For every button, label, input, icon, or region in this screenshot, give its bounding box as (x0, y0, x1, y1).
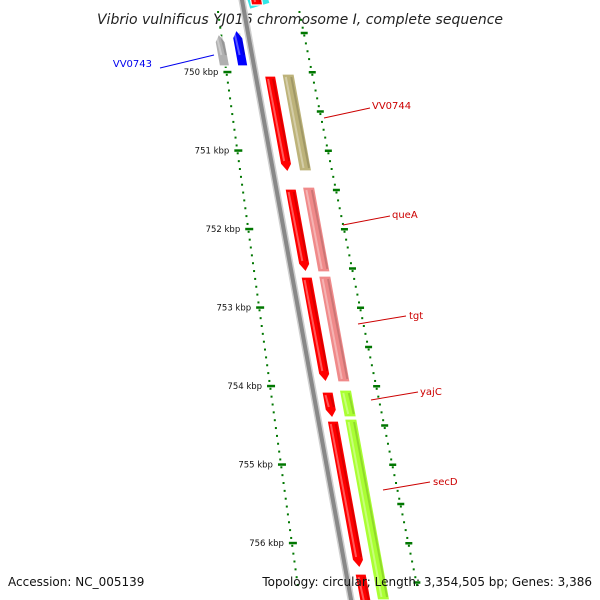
tick-label: 750 kbp (184, 68, 219, 78)
feature-secd-cds (326, 420, 365, 570)
feature-vv0744-cds (263, 75, 293, 174)
tick-label: 751 kbp (195, 147, 230, 157)
backbone (238, 0, 355, 600)
gene-name: VV0744 (372, 101, 411, 112)
tick-752-kbp: 752 kbp (206, 225, 254, 235)
gene-name: secD (433, 477, 458, 488)
gene-name: queA (392, 210, 418, 221)
feature-vv0743-cds (214, 32, 231, 67)
tick-750-kbp: 750 kbp (184, 68, 232, 78)
feature-tgt-cog (317, 275, 351, 383)
gene-label-secd: secD (382, 477, 458, 491)
feature-vv0744-cog (281, 73, 313, 172)
gene-label-tgt: tgt (357, 311, 423, 325)
gene-label-vv0744: VV0744 (323, 101, 411, 119)
gene-labels: VV0743 VV0744 queA tgt yajC secD (113, 54, 458, 491)
feature-yajc-cog (338, 389, 358, 418)
tick-label: 756 kbp (249, 539, 284, 549)
feature-partial-cds (354, 573, 372, 600)
feature-partial-cds (249, 0, 264, 6)
summary-text: Topology: circular; Length: 3,354,505 bp… (261, 575, 592, 589)
feature-quea-cog (301, 186, 331, 273)
map-title: Vibrio vulnificus YJ016 chromosome I, co… (97, 12, 503, 28)
tick-label: 752 kbp (206, 225, 241, 235)
feature-secd-cog (343, 418, 391, 600)
gene-name: yajC (420, 387, 442, 398)
tick-751-kbp: 751 kbp (195, 147, 243, 157)
feature-quea-cds (284, 188, 311, 274)
feature-vv0743-cds (231, 28, 249, 67)
feature-yajc-cds (321, 391, 338, 420)
tick-label: 755 kbp (238, 461, 273, 471)
feature-tgt-cds (300, 276, 331, 384)
gene-label-vv0743: VV0743 (113, 54, 215, 70)
gene-label-yajc: yajC (370, 387, 442, 401)
tick-753-kbp: 753 kbp (217, 304, 265, 314)
gene-label-quea: queA (342, 210, 418, 226)
gene-features (214, 0, 391, 600)
tick-754-kbp: 754 kbp (227, 382, 276, 392)
accession-text: Accession: NC_005139 (8, 575, 144, 589)
tick-label: 754 kbp (227, 382, 262, 392)
coordinate-ticks: 750 kbp 751 kbp 752 kbp 753 kbp 754 kbp 755 k… (184, 11, 421, 587)
gene-name: tgt (409, 311, 423, 322)
tick-755-kbp: 755 kbp (238, 461, 286, 471)
gene-name: VV0743 (113, 59, 152, 70)
tick-label: 753 kbp (217, 304, 252, 314)
tick-756-kbp: 756 kbp (249, 539, 297, 549)
